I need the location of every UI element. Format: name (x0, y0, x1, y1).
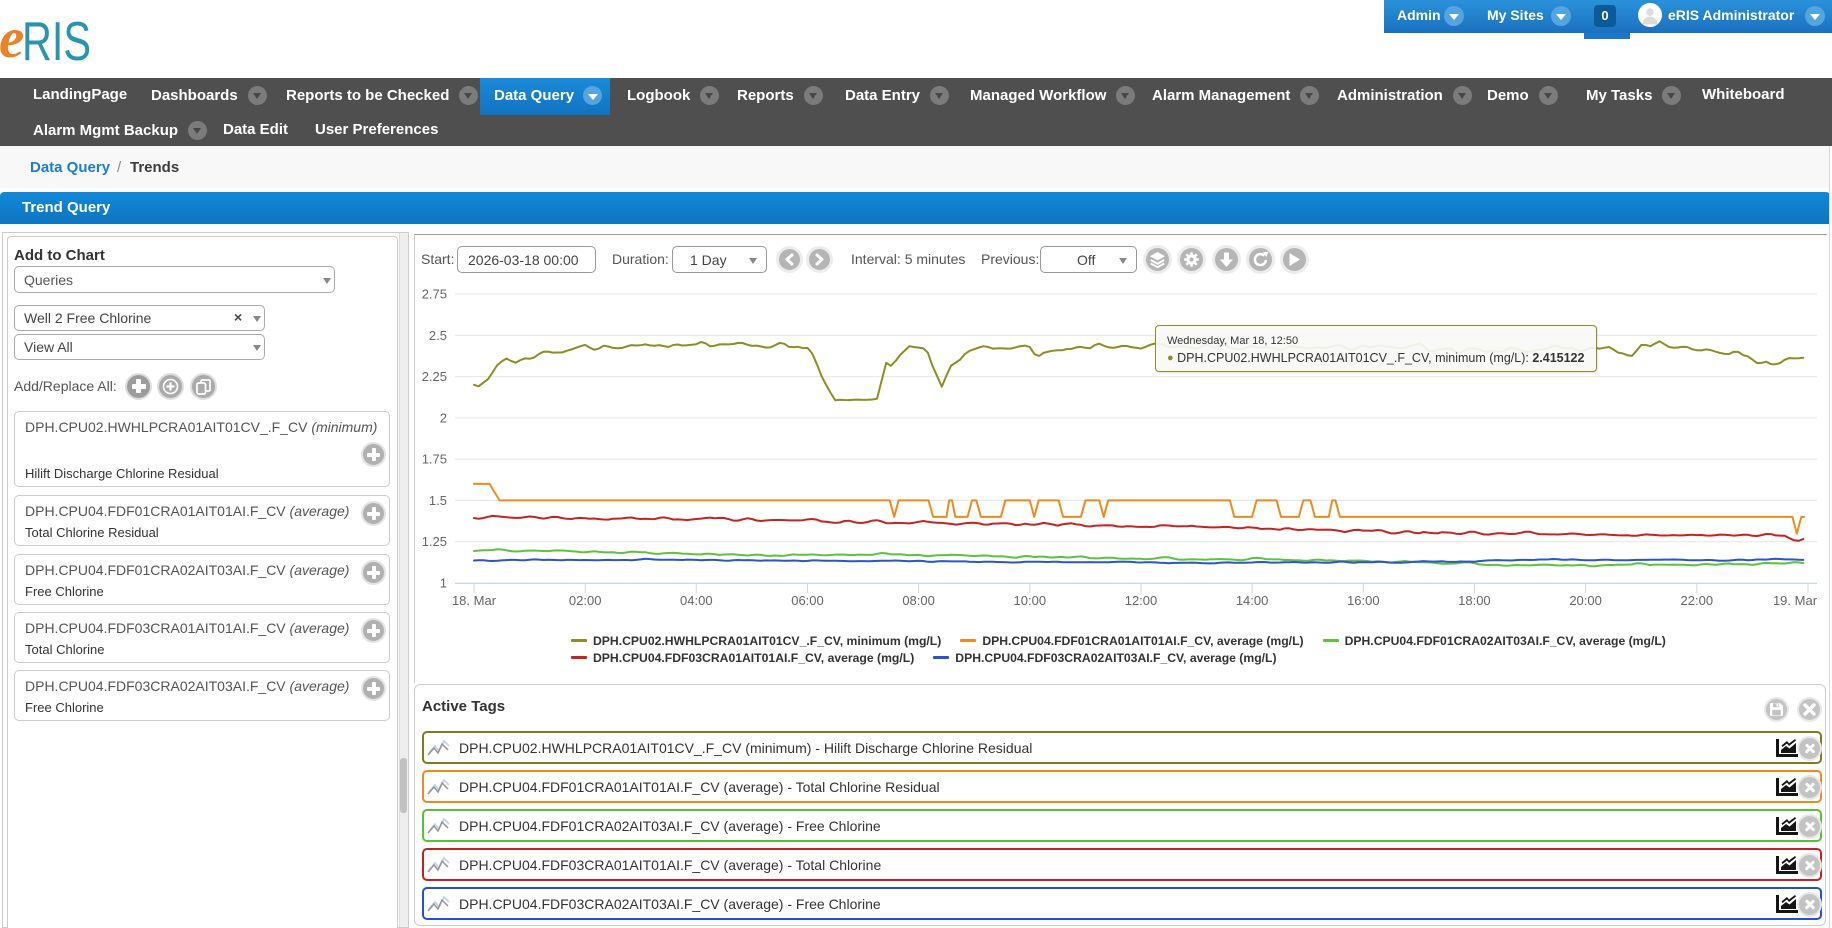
svg-text:2: 2 (440, 410, 447, 425)
svg-text:06:00: 06:00 (791, 593, 824, 608)
svg-text:10:00: 10:00 (1014, 593, 1047, 608)
svg-text:18:00: 18:00 (1458, 593, 1491, 608)
svg-text:16:00: 16:00 (1347, 593, 1380, 608)
svg-text:2.25: 2.25 (422, 369, 447, 384)
svg-text:02:00: 02:00 (569, 593, 602, 608)
svg-text:04:00: 04:00 (680, 593, 713, 608)
svg-text:2.75: 2.75 (422, 287, 447, 302)
svg-text:22:00: 22:00 (1681, 593, 1714, 608)
svg-text:08:00: 08:00 (902, 593, 935, 608)
svg-text:1.75: 1.75 (422, 452, 447, 467)
svg-text:20:00: 20:00 (1569, 593, 1602, 608)
svg-text:14:00: 14:00 (1236, 593, 1269, 608)
svg-text:1.5: 1.5 (429, 493, 447, 508)
svg-text:1.25: 1.25 (422, 534, 447, 549)
svg-text:2.5: 2.5 (429, 328, 447, 343)
svg-text:19. Mar: 19. Mar (1773, 593, 1818, 608)
svg-text:18. Mar: 18. Mar (452, 593, 497, 608)
svg-text:1: 1 (440, 576, 447, 591)
svg-text:12:00: 12:00 (1125, 593, 1158, 608)
